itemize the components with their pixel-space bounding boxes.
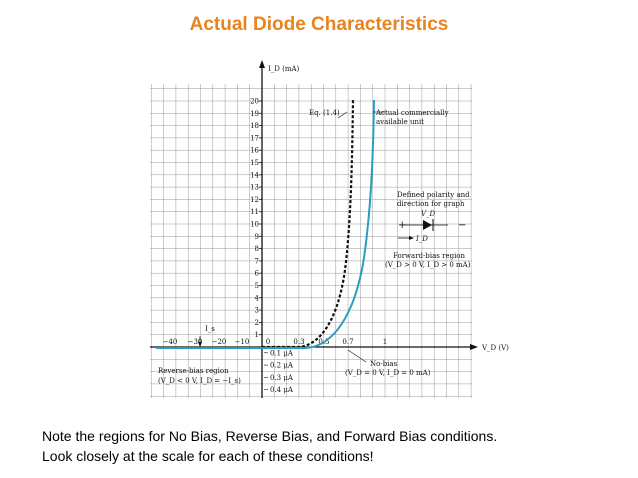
y-tick-label: 2 xyxy=(255,319,259,327)
diode-symbol xyxy=(405,219,448,231)
polarity-label-line2: direction for graph xyxy=(397,200,465,208)
no-bias-label-line1: No-bias xyxy=(370,360,398,368)
y-tick-label: 5 xyxy=(255,282,259,290)
x-tick-label-negative: −30 xyxy=(188,338,203,346)
y-tick-label: 8 xyxy=(255,245,259,253)
x-tick-label-positive: 0.3 xyxy=(293,338,304,346)
x-tick-label-negative: −20 xyxy=(212,338,227,346)
is-arrow-head xyxy=(198,342,202,347)
x-tick-labels: −40 −30 −20 −10 0 0.3 0.5 0.7 1 xyxy=(163,338,388,346)
y-tick-label: 15 xyxy=(250,159,259,167)
forward-bias-label-line1: Forward-bias region xyxy=(393,252,466,260)
y-tick-label: 16 xyxy=(250,147,259,155)
note-line-2: Look closely at the scale for each of th… xyxy=(42,448,374,464)
y-tick-label: 17 xyxy=(250,134,259,142)
minus-sign: − xyxy=(458,220,466,231)
x-tick-label-positive: 0.7 xyxy=(342,338,353,346)
no-bias-label-line2: (V_D = 0 V, I_D = 0 mA) xyxy=(345,369,431,377)
y-tick-label: 13 xyxy=(250,184,259,192)
actual-label-line2: available unit xyxy=(376,118,424,126)
y-tick-label: 20 xyxy=(250,98,259,106)
reverse-bias-label-line1: Reverse-bias region xyxy=(158,367,229,375)
y-tick-label: 9 xyxy=(255,233,259,241)
reverse-tick-label: 0.2 μA xyxy=(270,362,294,370)
is-label: I_s xyxy=(205,325,215,333)
reverse-tick-label: 0.1 μA xyxy=(270,349,294,357)
x-axis-label: V_D (V) xyxy=(481,344,509,352)
id-label: I_D xyxy=(415,235,428,243)
forward-bias-label-line2: (V_D > 0 V, I_D > 0 mA) xyxy=(385,261,471,269)
y-tick-label: 19 xyxy=(250,110,259,118)
y-tick-label: 11 xyxy=(250,208,259,216)
y-tick-label: 6 xyxy=(255,270,260,278)
eq-leader xyxy=(337,111,348,119)
eq-label: Eq. (1.4) xyxy=(309,109,340,117)
reverse-tick-label: 0.4 μA xyxy=(270,386,294,394)
id-arrow-head xyxy=(409,236,414,240)
nobias-leader xyxy=(347,349,367,363)
y-tick-label: 7 xyxy=(255,257,259,265)
actual-diode-curve xyxy=(156,99,375,349)
y-axis-label: I_D (mA) xyxy=(268,65,300,73)
y-tick-label: 3 xyxy=(255,307,259,315)
y-tick-label: 4 xyxy=(255,294,260,302)
note-text: Note the regions for No Bias, Reverse Bi… xyxy=(42,426,497,466)
ideal-equation-curve xyxy=(262,99,355,349)
y-tick-label: 18 xyxy=(250,122,259,130)
reverse-bias-label-line2: (V_D < 0 V, I_D = −I_s) xyxy=(158,377,241,385)
reverse-tick-label: 0.3 μA xyxy=(270,374,294,382)
note-line-1: Note the regions for No Bias, Reverse Bi… xyxy=(42,428,498,444)
x-axis-arrow xyxy=(470,344,478,350)
reverse-current-tick-labels: 0.1 μA 0.2 μA 0.3 μA 0.4 μA xyxy=(264,349,294,394)
y-tick-label: 10 xyxy=(250,221,259,229)
y-tick-label: 1 xyxy=(255,331,259,339)
actual-label-line1: Actual commercially xyxy=(375,109,449,117)
polarity-label-line1: Defined polarity and xyxy=(397,191,470,199)
x-tick-label-origin: 0 xyxy=(266,338,270,346)
plus-sign: + xyxy=(398,220,406,231)
y-axis-arrow xyxy=(259,60,265,68)
y-tick-label: 12 xyxy=(250,196,259,204)
slide-title: Actual Diode Characteristics xyxy=(189,14,449,35)
x-tick-label-negative: −10 xyxy=(235,338,250,346)
x-tick-label-negative: −40 xyxy=(163,338,178,346)
vd-label: V_D xyxy=(421,210,436,218)
x-tick-label-positive: 1 xyxy=(383,338,387,346)
y-tick-label: 14 xyxy=(250,171,259,179)
